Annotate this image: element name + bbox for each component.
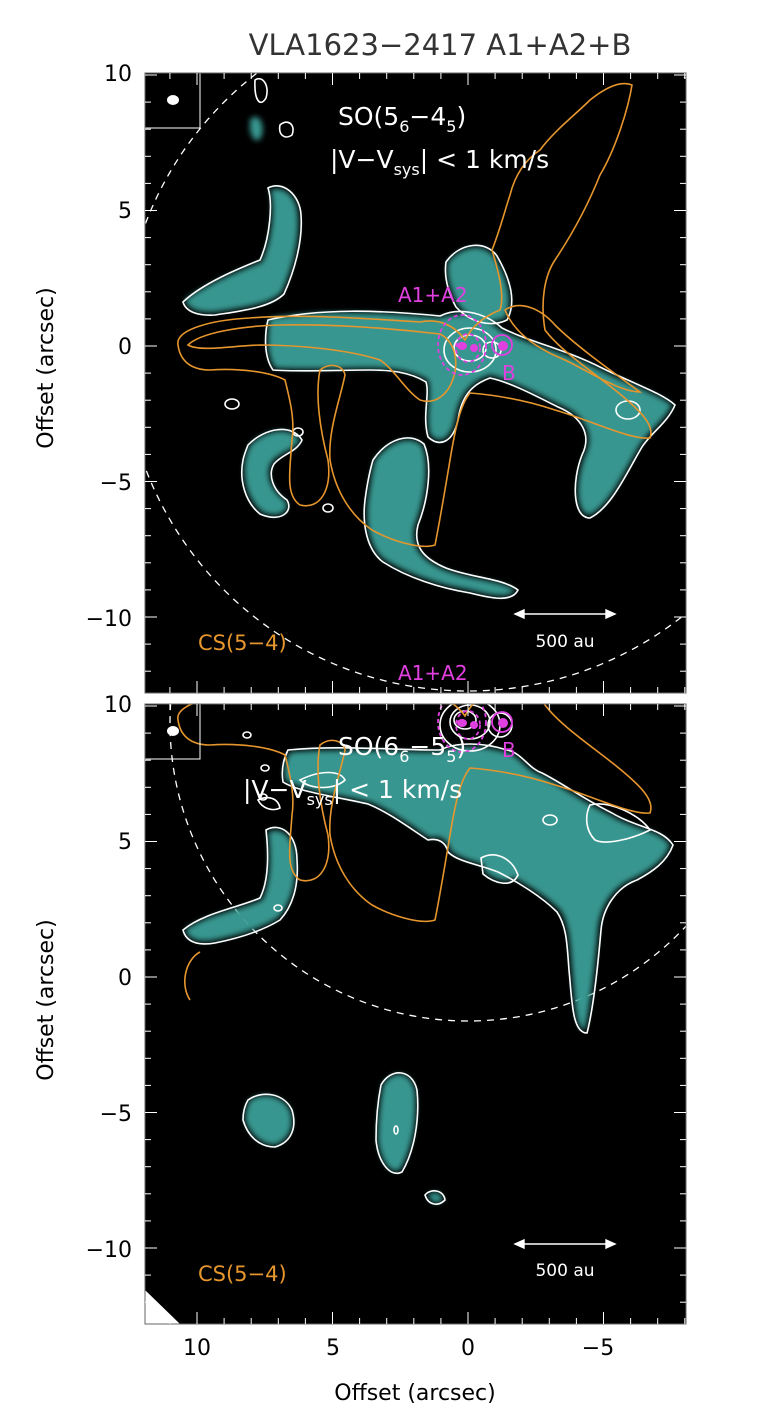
cs-contours — [177, 704, 652, 923]
blank-corner — [145, 1290, 180, 1324]
panel-top-ticks — [145, 73, 686, 693]
tracer-label-bottom: CS(5−4) — [198, 1262, 287, 1286]
tracer-label-top: CS(5−4) — [198, 631, 287, 655]
y-tick-label: 10 — [104, 693, 132, 718]
x-tick-label: 10 — [183, 1336, 211, 1361]
scale-bar-label-bottom: 500 au — [535, 1261, 594, 1281]
velocity-label-top: |V−Vsys| < 1 km/s — [330, 145, 549, 179]
y-axis-label-top: Offset (arcsec) — [34, 287, 59, 449]
y-tick-label: 5 — [118, 199, 132, 224]
x-tick-label: 0 — [461, 1336, 475, 1361]
panel-bottom: SO(66−55) |V−Vsys| < 1 km/s A1+A2 B CS(5… — [34, 661, 687, 1406]
x-tick-labels: 10 5 0 −5 — [183, 1336, 614, 1361]
y-tick-label: 0 — [118, 335, 132, 360]
x-axis-label: Offset (arcsec) — [334, 1381, 496, 1406]
cs-contours — [177, 82, 652, 548]
panel-bottom-ticks — [145, 704, 686, 1324]
source-contours — [437, 704, 513, 753]
y-tick-label: −5 — [100, 1102, 132, 1127]
source-a-label-bottom: A1+A2 — [398, 661, 468, 685]
y-tick-label: −10 — [86, 607, 132, 632]
y-tick-label: 10 — [104, 62, 132, 87]
y-tick-label: 5 — [118, 830, 132, 855]
source-a-label-top: A1+A2 — [398, 283, 468, 307]
source-contours — [437, 314, 513, 376]
panel-bottom-y-tick-labels: 10 5 0 −5 −10 — [86, 693, 132, 1263]
source-markers — [457, 341, 508, 352]
y-tick-label: 0 — [118, 966, 132, 991]
y-axis-label-bottom: Offset (arcsec) — [34, 919, 59, 1081]
line-label-bottom: SO(66−55) — [338, 732, 466, 766]
source-b-label-top: B — [502, 361, 516, 385]
x-tick-label: 5 — [326, 1336, 340, 1361]
scale-bar-label-top: 500 au — [535, 632, 594, 652]
figure-title: VLA1623−2417 A1+A2+B — [249, 28, 632, 62]
beam-ellipse-icon — [167, 726, 179, 736]
y-tick-label: −10 — [86, 1238, 132, 1263]
panel-top-frame — [144, 72, 687, 694]
so-emission-map — [185, 746, 670, 1203]
velocity-label-bottom: |V−Vsys| < 1 km/s — [243, 775, 462, 809]
source-markers — [457, 718, 508, 729]
scale-bar-top — [513, 608, 617, 620]
y-tick-label: −5 — [100, 471, 132, 496]
cs-contours-bottom-shifted — [184, 951, 201, 1001]
source-b-label-bottom: B — [502, 738, 516, 762]
x-tick-label: −5 — [582, 1336, 614, 1361]
panel-top: SO(56−45) |V−Vsys| < 1 km/s A1+A2 B CS(5… — [34, 62, 687, 694]
panel-bottom-frame — [144, 703, 687, 1325]
scale-bar-bottom — [513, 1238, 617, 1250]
panel-top-y-tick-labels: 10 5 0 −5 −10 — [86, 62, 132, 632]
beam-ellipse-icon — [167, 95, 179, 105]
line-label-top: SO(56−45) — [338, 102, 466, 136]
